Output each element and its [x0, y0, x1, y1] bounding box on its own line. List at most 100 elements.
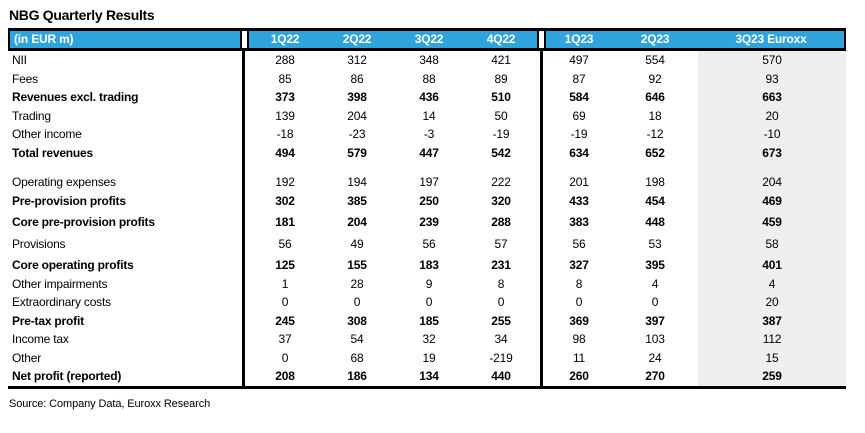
- value-cell: 288: [275, 53, 295, 67]
- value-cell: 85: [278, 71, 292, 86]
- value-cell: 459: [762, 215, 782, 229]
- value-cell: 58: [765, 236, 779, 251]
- value-cell: 103: [645, 332, 665, 346]
- value-cell: 69: [572, 108, 586, 123]
- value-cell: 8: [575, 276, 583, 291]
- value-cell: 469: [762, 193, 782, 208]
- value-cell: 4: [651, 276, 659, 291]
- value-cell: 204: [762, 175, 782, 189]
- value-cell: 201: [569, 175, 589, 189]
- value-cell: 88: [422, 71, 436, 86]
- value-cell: 20: [765, 108, 779, 123]
- table-row: Fees 85 86 88 89 87 92 93: [8, 70, 846, 89]
- column-divider-right: [540, 51, 543, 386]
- value-cell: 579: [347, 145, 367, 160]
- value-cell: -3: [423, 127, 435, 141]
- row-label: Net profit (reported): [12, 369, 122, 383]
- value-cell: -19: [570, 127, 588, 141]
- value-cell: 208: [275, 369, 295, 383]
- value-cell: 56: [572, 236, 586, 251]
- value-cell: -219: [489, 350, 513, 365]
- value-cell: 0: [281, 350, 289, 365]
- value-cell: -18: [276, 127, 294, 141]
- row-label: Other impairments: [12, 276, 108, 291]
- value-cell: 86: [350, 71, 364, 86]
- table-spacer-row: [8, 162, 846, 173]
- value-cell: 448: [645, 215, 665, 229]
- header-section-divider: [537, 31, 546, 48]
- value-cell: 646: [645, 90, 665, 104]
- table-row: Pre-provision profits 302 385 250 320 433 454 4…: [8, 192, 846, 211]
- value-cell: 181: [275, 215, 295, 229]
- value-cell: 259: [762, 369, 782, 383]
- value-cell: 89: [494, 71, 508, 86]
- value-cell: 15: [765, 350, 779, 365]
- table-row: Core pre-provision profits 181 204 239 288 38…: [8, 210, 846, 232]
- value-cell: 194: [347, 175, 367, 189]
- value-cell: 421: [491, 53, 511, 67]
- value-cell: 398: [347, 90, 367, 104]
- value-cell: 0: [575, 295, 583, 309]
- table-body: NII 288 312 348 421 497 554 570 Fees 85 86 88 89 87 92…: [8, 51, 846, 386]
- value-cell: 1: [281, 276, 289, 291]
- value-cell: 57: [494, 236, 508, 251]
- value-cell: 0: [425, 295, 433, 309]
- value-cell: 663: [762, 90, 782, 104]
- row-label: Income tax: [12, 332, 69, 346]
- value-cell: 255: [491, 313, 511, 328]
- row-label: Total revenues: [12, 145, 94, 160]
- value-cell: 250: [419, 193, 439, 208]
- value-cell: 0: [497, 295, 505, 309]
- value-cell: 112: [762, 332, 782, 346]
- table-row: Income tax 37 54 32 34 98 103 112: [8, 330, 846, 349]
- value-cell: 270: [645, 369, 665, 383]
- column-divider-left: [242, 51, 245, 386]
- value-cell: 231: [491, 258, 511, 272]
- row-label: Core operating profits: [12, 258, 134, 272]
- value-cell: 373: [275, 90, 295, 104]
- table-row: Trading 139 204 14 50 69 18 20: [8, 107, 846, 126]
- value-cell: 634: [569, 145, 589, 160]
- table-row: Extraordinary costs 0 0 0 0 0 0 20: [8, 293, 846, 312]
- value-cell: 395: [645, 258, 665, 272]
- value-cell: 454: [645, 193, 665, 208]
- table-row: NII 288 312 348 421 497 554 570: [8, 51, 846, 70]
- value-cell: 11: [572, 350, 586, 365]
- table-row: Other income -18 -23 -3 -19 -19 -12 -10: [8, 125, 846, 144]
- value-cell: 348: [419, 53, 439, 67]
- value-cell: 397: [645, 313, 665, 328]
- row-label: Revenues excl. trading: [12, 90, 139, 104]
- value-cell: 222: [491, 175, 511, 189]
- value-cell: 92: [648, 71, 662, 86]
- results-table: (in EUR m) 1Q22 2Q22 3Q22 4Q22 1Q23 2Q23…: [8, 28, 846, 389]
- row-label: Other: [12, 350, 42, 365]
- value-cell: 239: [419, 215, 439, 229]
- value-cell: 4: [768, 276, 776, 291]
- row-label: Core pre-provision profits: [12, 215, 155, 229]
- value-cell: 56: [422, 236, 436, 251]
- value-cell: 584: [569, 90, 589, 104]
- value-cell: 8: [497, 276, 505, 291]
- value-cell: 24: [648, 350, 662, 365]
- header-col-1q23: 1Q23: [546, 31, 612, 48]
- value-cell: 93: [765, 71, 779, 86]
- row-label: Pre-tax profit: [12, 313, 84, 328]
- value-cell: 260: [569, 369, 589, 383]
- table-row: Other 0 68 19 -219 11 24 15: [8, 349, 846, 368]
- value-cell: 139: [275, 108, 295, 123]
- header-col-2q22: 2Q22: [321, 31, 393, 48]
- value-cell: 53: [648, 236, 662, 251]
- value-cell: 155: [347, 258, 367, 272]
- value-cell: 570: [762, 53, 782, 67]
- value-cell: 49: [350, 236, 364, 251]
- value-cell: 308: [347, 313, 367, 328]
- value-cell: 185: [419, 313, 439, 328]
- value-cell: 245: [275, 313, 295, 328]
- value-cell: 673: [762, 145, 782, 160]
- value-cell: 369: [569, 313, 589, 328]
- value-cell: 9: [425, 276, 433, 291]
- value-cell: 440: [491, 369, 511, 383]
- value-cell: 54: [350, 332, 364, 346]
- table-row: Operating expenses 192 194 197 222 201 198 204: [8, 173, 846, 192]
- value-cell: 433: [569, 193, 589, 208]
